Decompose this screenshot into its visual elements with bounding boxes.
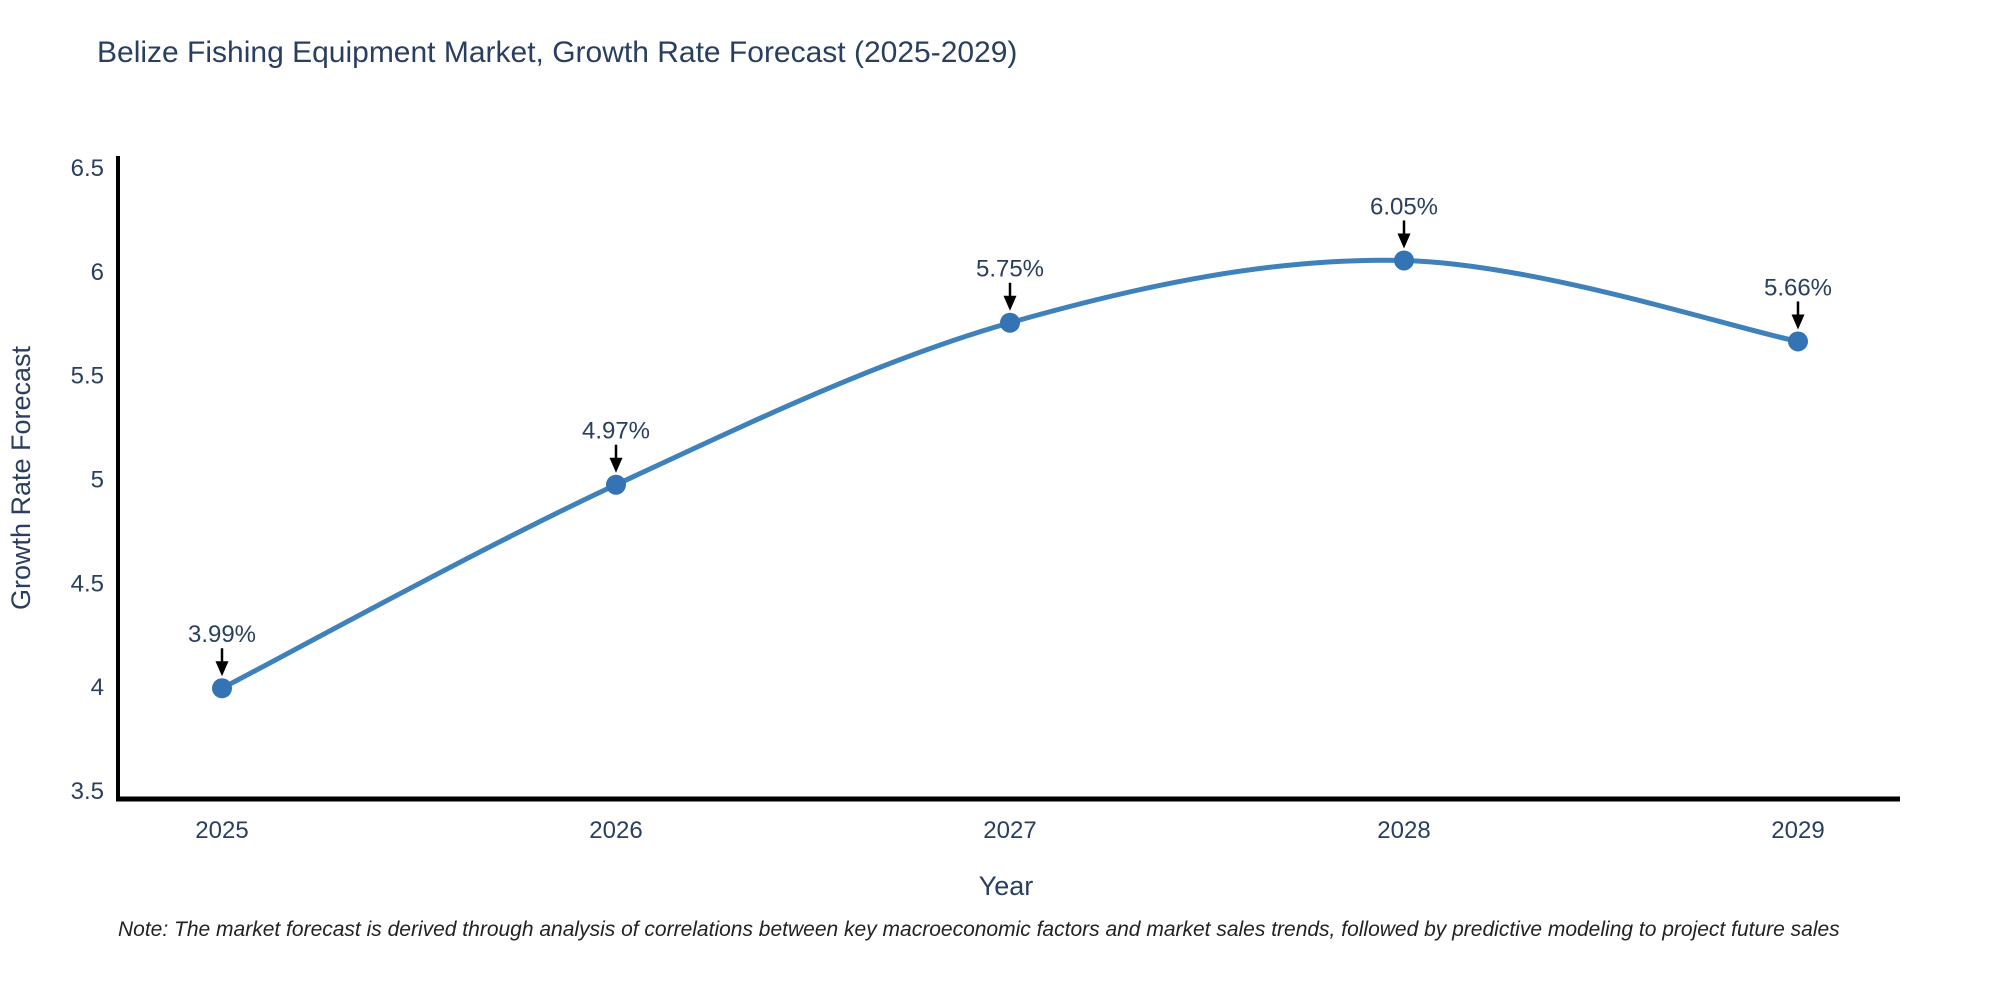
annotation-arrowhead [609,457,623,473]
data-point-marker [212,678,232,699]
y-tick-label: 4 [91,674,104,701]
annotation-label: 3.99% [188,621,256,648]
x-tick-label: 2028 [1377,817,1430,844]
annotation-arrowhead [1397,233,1411,249]
data-point-marker [1788,331,1808,352]
x-tick-label: 2027 [983,817,1036,844]
annotation-arrowhead [215,661,229,677]
y-tick-label: 6 [91,259,104,286]
y-tick-label: 6.5 [71,155,104,182]
x-tick-label: 2026 [589,817,642,844]
data-point-marker [606,474,626,495]
plot-area: 6.5 6 5.5 5 4.5 4 3.5 2025 2026 2027 2028 2029 3.99%… [71,155,1900,844]
y-tick-label: 5 [91,466,104,493]
footnote: Note: The market forecast is derived thr… [118,918,1840,941]
data-point-marker [1394,250,1414,271]
annotation-label: 4.97% [582,418,650,445]
x-axis-title: Year [979,871,1034,901]
annotation-arrowhead [1791,314,1805,330]
annotation-arrowhead [1003,295,1017,311]
x-tick-label: 2025 [195,817,248,844]
y-axis-title: Growth Rate Forecast [6,345,36,610]
y-tick-label: 4.5 [71,570,104,597]
y-tick-label: 3.5 [71,778,104,805]
y-tick-label: 5.5 [71,363,104,390]
x-tick-label: 2029 [1771,817,1824,844]
data-point-marker [1000,312,1020,333]
chart-title: Belize Fishing Equipment Market, Growth … [97,36,1018,69]
annotation-label: 5.75% [976,256,1044,283]
annotation-label: 5.66% [1764,274,1832,301]
annotation-label: 6.05% [1370,193,1438,220]
